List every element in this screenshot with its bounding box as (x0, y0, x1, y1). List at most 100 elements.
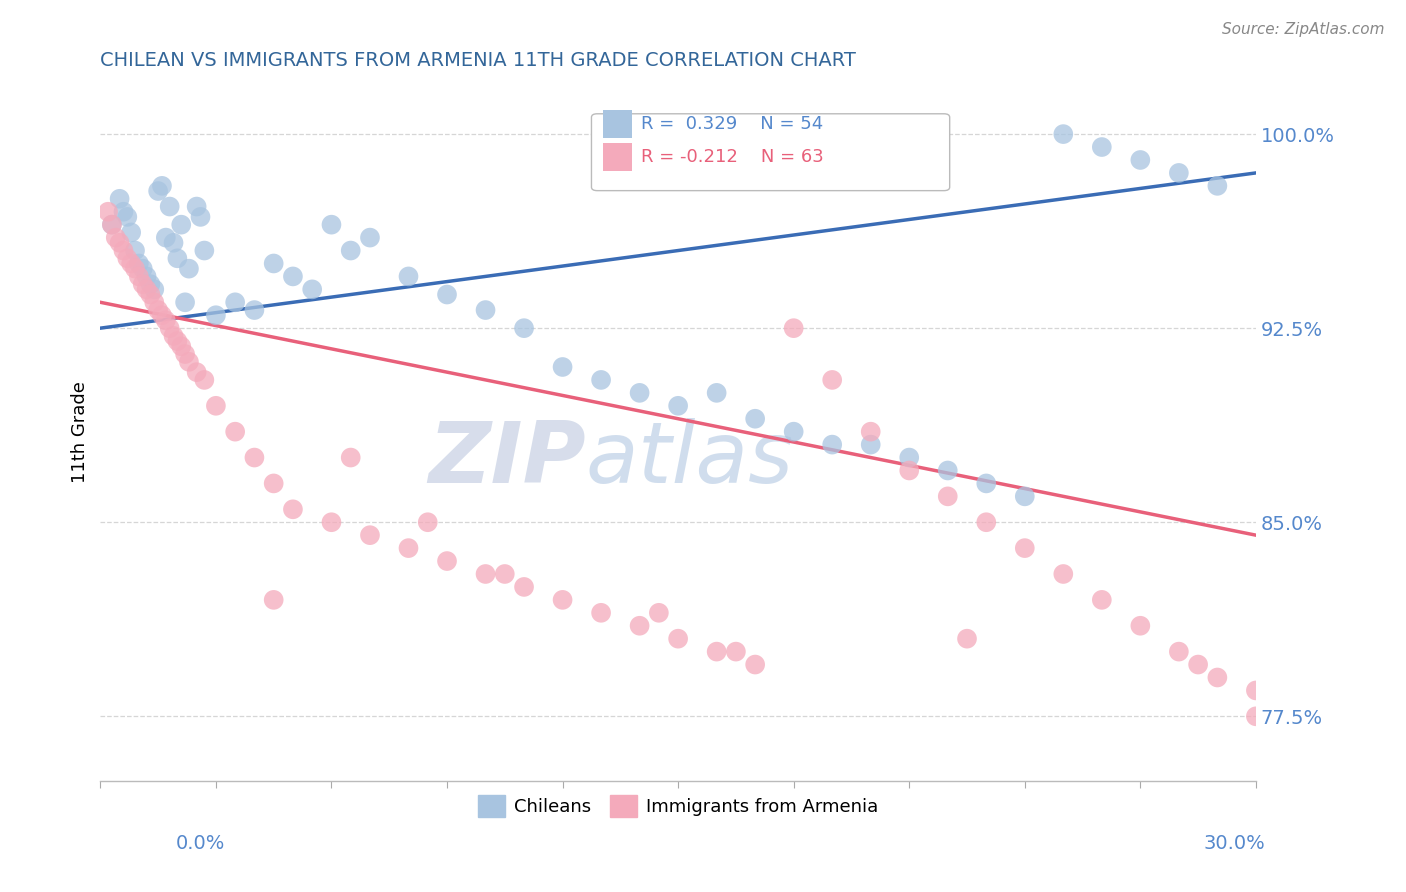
Point (474, 303, 496, 318)
Point (243, 450, 266, 465)
Text: CHILEAN VS IMMIGRANTS FROM ARMENIA 11TH GRADE CORRELATION CHART: CHILEAN VS IMMIGRANTS FROM ARMENIA 11TH … (100, 51, 856, 70)
Point (628, 385, 651, 400)
Point (193, 373, 215, 387)
Point (859, 437, 882, 451)
Point (416, 515, 439, 529)
Point (135, 282, 157, 296)
Point (170, 339, 193, 353)
Point (162, 329, 184, 343)
Point (135, 269, 157, 284)
Point (224, 425, 246, 439)
Point (190, 210, 212, 224)
Point (101, 218, 124, 232)
Text: R = -0.212    N = 63: R = -0.212 N = 63 (641, 148, 824, 166)
Point (1187, 657, 1209, 672)
Point (551, 592, 574, 607)
Point (205, 308, 228, 322)
Text: 30.0%: 30.0% (1204, 834, 1265, 853)
Point (821, 437, 844, 451)
Point (97, 204, 120, 219)
Point (263, 476, 285, 491)
Point (898, 450, 921, 465)
Point (146, 303, 169, 318)
Point (859, 425, 882, 439)
Point (166, 252, 188, 266)
Point (706, 645, 728, 659)
Point (724, 645, 747, 659)
Point (159, 200, 181, 214)
Point (166, 334, 188, 348)
Point (139, 287, 162, 301)
Point (1052, 566, 1074, 581)
Point (186, 365, 208, 379)
Point (281, 502, 304, 516)
Point (112, 244, 135, 258)
Point (321, 515, 343, 529)
Point (782, 321, 804, 335)
Point (706, 385, 728, 400)
Point (339, 244, 361, 258)
Text: Source: ZipAtlas.com: Source: ZipAtlas.com (1222, 22, 1385, 37)
Point (139, 277, 162, 292)
Point (321, 218, 343, 232)
Point (744, 657, 766, 672)
Point (821, 373, 844, 387)
Point (108, 235, 131, 250)
Point (474, 566, 496, 581)
Point (159, 321, 181, 335)
Point (591, 606, 613, 620)
Point (146, 184, 169, 198)
Point (648, 606, 671, 620)
Point (551, 359, 574, 374)
Point (224, 295, 246, 310)
Point (1167, 645, 1189, 659)
Point (150, 308, 173, 322)
Point (124, 244, 146, 258)
Point (744, 411, 766, 425)
Point (436, 554, 458, 568)
Point (243, 303, 266, 318)
Text: 0.0%: 0.0% (176, 834, 225, 853)
Point (1014, 541, 1036, 555)
Point (513, 321, 536, 335)
FancyBboxPatch shape (592, 114, 949, 191)
Point (974, 515, 997, 529)
Point (936, 489, 959, 503)
Point (359, 230, 381, 244)
FancyBboxPatch shape (603, 143, 631, 171)
Point (301, 282, 323, 296)
Point (150, 178, 173, 193)
Point (1091, 592, 1114, 607)
Point (132, 277, 155, 292)
Y-axis label: 11th Grade: 11th Grade (72, 381, 89, 483)
Point (1167, 166, 1189, 180)
Point (666, 632, 689, 646)
Point (174, 295, 197, 310)
Point (1052, 127, 1074, 141)
Point (155, 313, 177, 327)
Point (104, 230, 127, 244)
Text: ZIP: ZIP (427, 418, 586, 501)
Point (1206, 671, 1229, 685)
Point (666, 399, 689, 413)
Point (1244, 709, 1267, 723)
Point (1129, 153, 1152, 167)
Point (177, 355, 200, 369)
Point (174, 347, 197, 361)
Point (170, 218, 193, 232)
Point (936, 463, 959, 477)
Point (263, 592, 285, 607)
Point (186, 200, 208, 214)
Point (128, 256, 150, 270)
Point (398, 541, 420, 555)
Point (398, 269, 420, 284)
Point (1206, 178, 1229, 193)
Point (177, 261, 200, 276)
FancyBboxPatch shape (603, 111, 631, 138)
Point (193, 244, 215, 258)
Point (205, 399, 228, 413)
Point (101, 218, 124, 232)
Point (1091, 140, 1114, 154)
Point (782, 425, 804, 439)
Point (120, 226, 142, 240)
